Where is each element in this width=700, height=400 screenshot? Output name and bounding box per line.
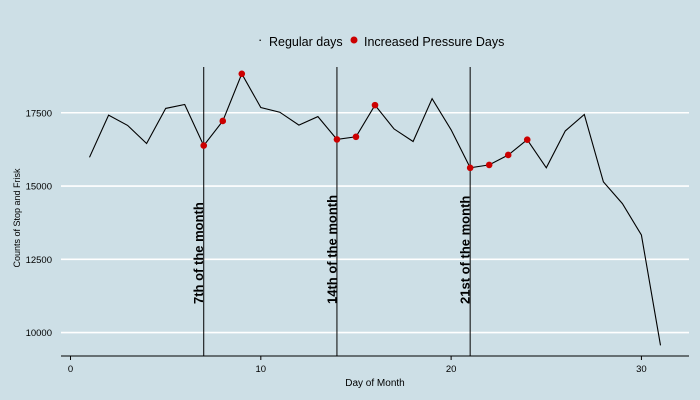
gridlines xyxy=(61,111,689,334)
pressure-day-point xyxy=(219,117,227,125)
series-line-regular-days xyxy=(88,72,662,346)
annotations: 7th of the month 14th of the month 21st of… xyxy=(191,195,472,304)
pressure-day-point xyxy=(238,70,246,78)
series xyxy=(88,70,662,346)
x-tick-label: 30 xyxy=(636,364,647,375)
y-tick-label: 15000 xyxy=(26,182,52,193)
pressure-day-point xyxy=(523,136,531,144)
pressure-day-point xyxy=(485,161,493,169)
y-tick-label: 17500 xyxy=(26,108,52,119)
y-tick-label: 12500 xyxy=(26,255,52,266)
annotation-label: 7th of the month xyxy=(191,202,206,304)
legend-line-symbol: · xyxy=(258,32,262,47)
legend-dot-pressure xyxy=(350,36,358,44)
y-tick-label: 10000 xyxy=(26,328,52,339)
x-axis-title: Day of Month xyxy=(345,378,404,389)
x-tick-label: 0 xyxy=(68,364,73,375)
reference-lines xyxy=(203,67,471,356)
pressure-day-point xyxy=(333,136,341,143)
annotation-label: 21st of the month xyxy=(458,196,473,304)
pressure-day-point xyxy=(371,101,379,109)
x-tick-label: 20 xyxy=(446,364,457,375)
x-tick-label: 10 xyxy=(256,364,267,375)
legend-label-regular: Regular days xyxy=(269,35,343,49)
axes: 10000 12500 15000 17500 0 10 20 30 xyxy=(26,108,689,375)
pressure-day-point xyxy=(466,164,474,172)
pressure-day-point xyxy=(200,142,208,149)
annotation-label: 14th of the month xyxy=(324,195,339,304)
legend-label-pressure: Increased Pressure Days xyxy=(364,35,504,49)
pressure-day-point xyxy=(352,133,360,141)
y-axis-title: Counts of Stop and Frisk xyxy=(12,168,22,268)
pressure-day-point xyxy=(504,151,512,159)
legend: · Regular days Increased Pressure Days xyxy=(258,32,504,49)
